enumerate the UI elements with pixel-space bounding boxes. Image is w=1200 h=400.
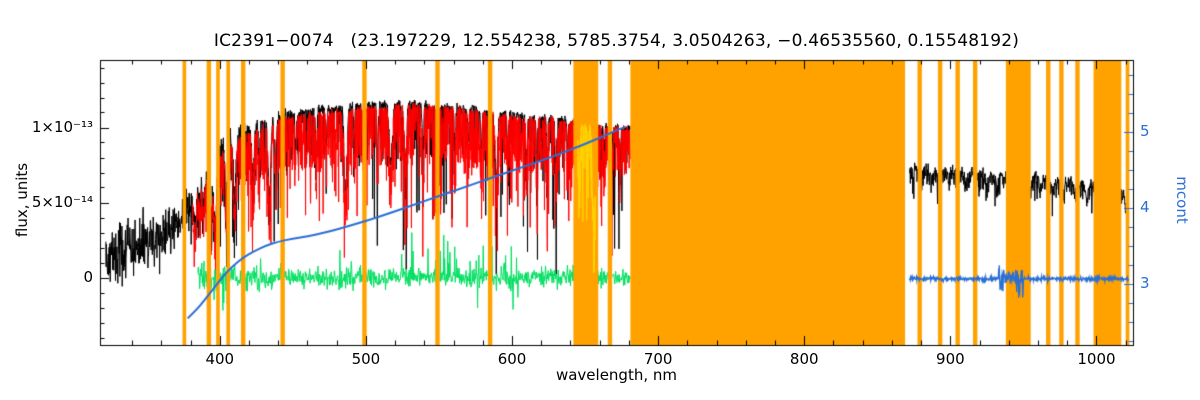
y-axis-label-mcont: mcont	[1173, 176, 1191, 224]
x-axis-label: wavelength, nm	[555, 366, 678, 384]
plot-title: IC2391−0074 (23.197229, 12.554238, 5785.…	[213, 31, 1020, 51]
y-axis-label-flux: flux, units	[13, 162, 31, 238]
